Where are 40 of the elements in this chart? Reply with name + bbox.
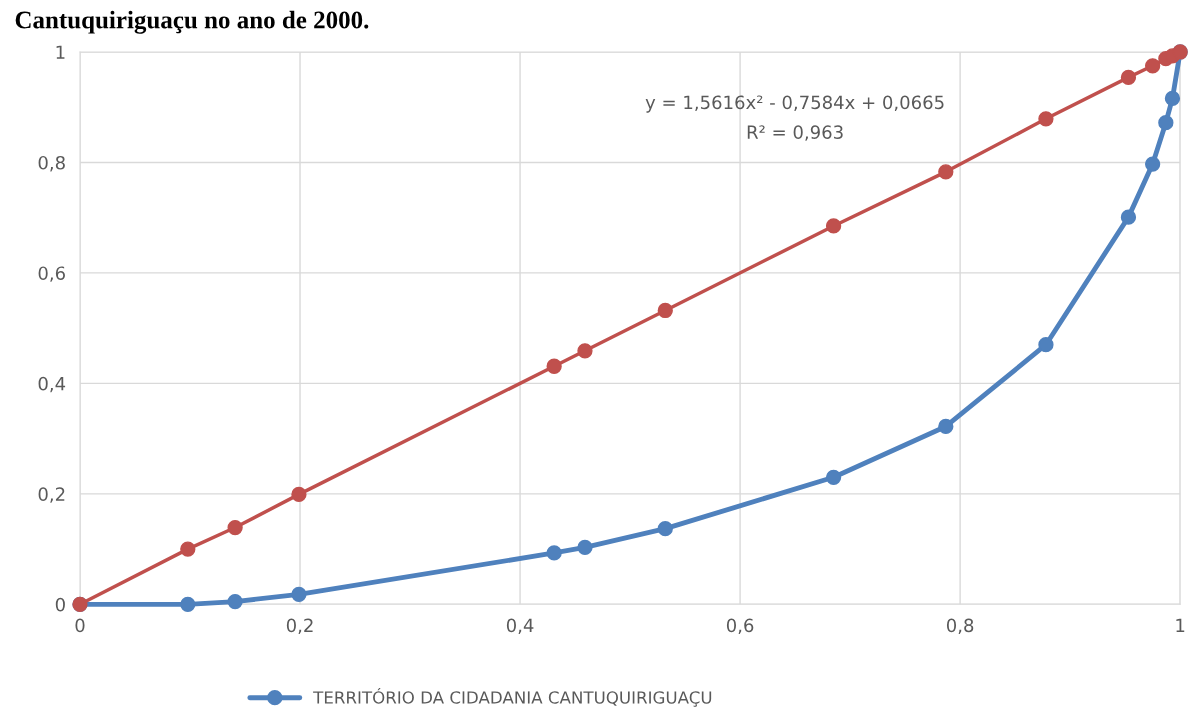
point [938,164,954,180]
point [1038,111,1054,127]
x-tick-label: 0 [75,618,85,633]
point [546,545,562,561]
point [180,596,196,612]
point [1120,209,1137,225]
legend-label: TERRITÓRIO DA CIDADANIA CANTUQUIRIGUAÇU [313,688,712,707]
point [291,586,307,603]
point [577,539,593,556]
x-tick-label: 0,6 [726,618,754,635]
point [1038,337,1054,353]
x-tick-label: 0,2 [286,618,313,635]
y-tick-label: 1 [56,45,65,59]
annotation: R² = 0,963 [747,125,843,141]
x-tick-label: 1 [1176,618,1185,632]
point [546,358,562,374]
point [657,521,673,537]
y-tick-label: 0,6 [38,266,65,282]
point [657,302,673,319]
point [180,541,196,557]
point [1164,90,1181,107]
point [227,593,243,610]
y-tick-label: 0,2 [38,487,65,503]
point [291,486,307,503]
x-tick-label: 0,8 [946,618,974,635]
point [825,469,842,485]
point [1144,156,1161,172]
point [938,418,954,435]
point [825,218,842,234]
annotation: y = 1,5616x² - 0,7584x + 0,0665 [645,95,944,113]
y-tick-label: 0,4 [38,376,66,393]
point [577,343,593,359]
point [1144,58,1161,74]
y-tick-label: 0 [55,597,65,612]
point [1158,115,1174,131]
chart-title: Cantuquiriguaçu no ano de 2000. [15,10,369,34]
point [227,519,243,536]
x-tick-label: 0,4 [506,618,534,635]
point [1120,69,1137,86]
y-tick-label: 0,8 [38,155,65,172]
